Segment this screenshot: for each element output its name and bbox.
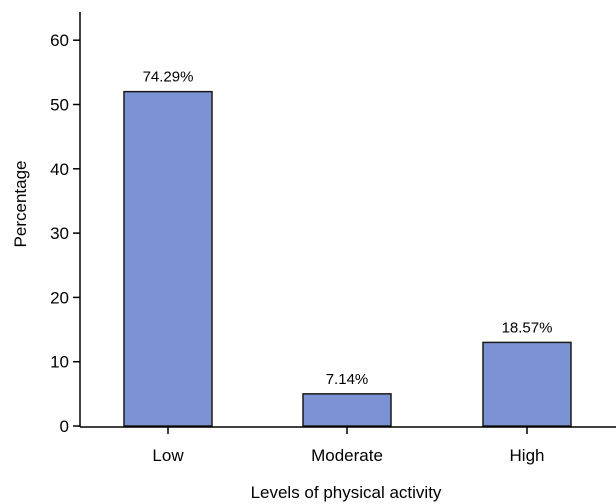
bar-moderate xyxy=(302,393,392,427)
y-axis-ticks: 0 10 20 30 40 50 60 xyxy=(50,31,80,436)
y-tick-label: 0 xyxy=(60,417,69,436)
y-tick-label: 60 xyxy=(50,31,69,50)
y-tick-label: 40 xyxy=(50,160,69,179)
data-label-low: 74.29% xyxy=(143,69,194,86)
y-tick-label: 30 xyxy=(50,224,69,243)
y-tick-label: 10 xyxy=(50,353,69,372)
bar-high xyxy=(482,341,572,427)
x-axis-ticks: Low Moderate High xyxy=(152,427,544,465)
x-tick-label-high: High xyxy=(510,446,545,465)
x-tick-label-low: Low xyxy=(152,446,184,465)
y-tick-label: 50 xyxy=(50,96,69,115)
bar-low xyxy=(123,90,213,427)
x-axis-title: Levels of physical activity xyxy=(251,483,442,502)
y-tick-label: 20 xyxy=(50,288,69,307)
y-axis-title: Percentage xyxy=(11,161,30,248)
data-label-high: 18.57% xyxy=(502,319,553,336)
bars-group xyxy=(123,90,572,427)
data-labels-group: 74.29% 7.14% 18.57% xyxy=(143,69,553,388)
x-tick-label-moderate: Moderate xyxy=(311,446,383,465)
data-label-moderate: 7.14% xyxy=(326,371,369,388)
